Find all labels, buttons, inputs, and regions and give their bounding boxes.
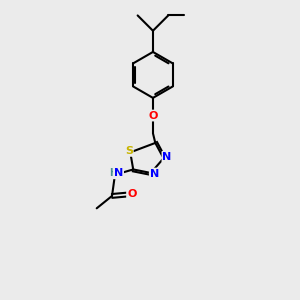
Text: N: N (114, 168, 123, 178)
Text: O: O (127, 190, 136, 200)
Text: S: S (125, 146, 133, 156)
Text: N: N (163, 152, 172, 162)
Text: H: H (110, 168, 118, 178)
Text: O: O (148, 110, 158, 121)
Text: N: N (150, 169, 159, 178)
